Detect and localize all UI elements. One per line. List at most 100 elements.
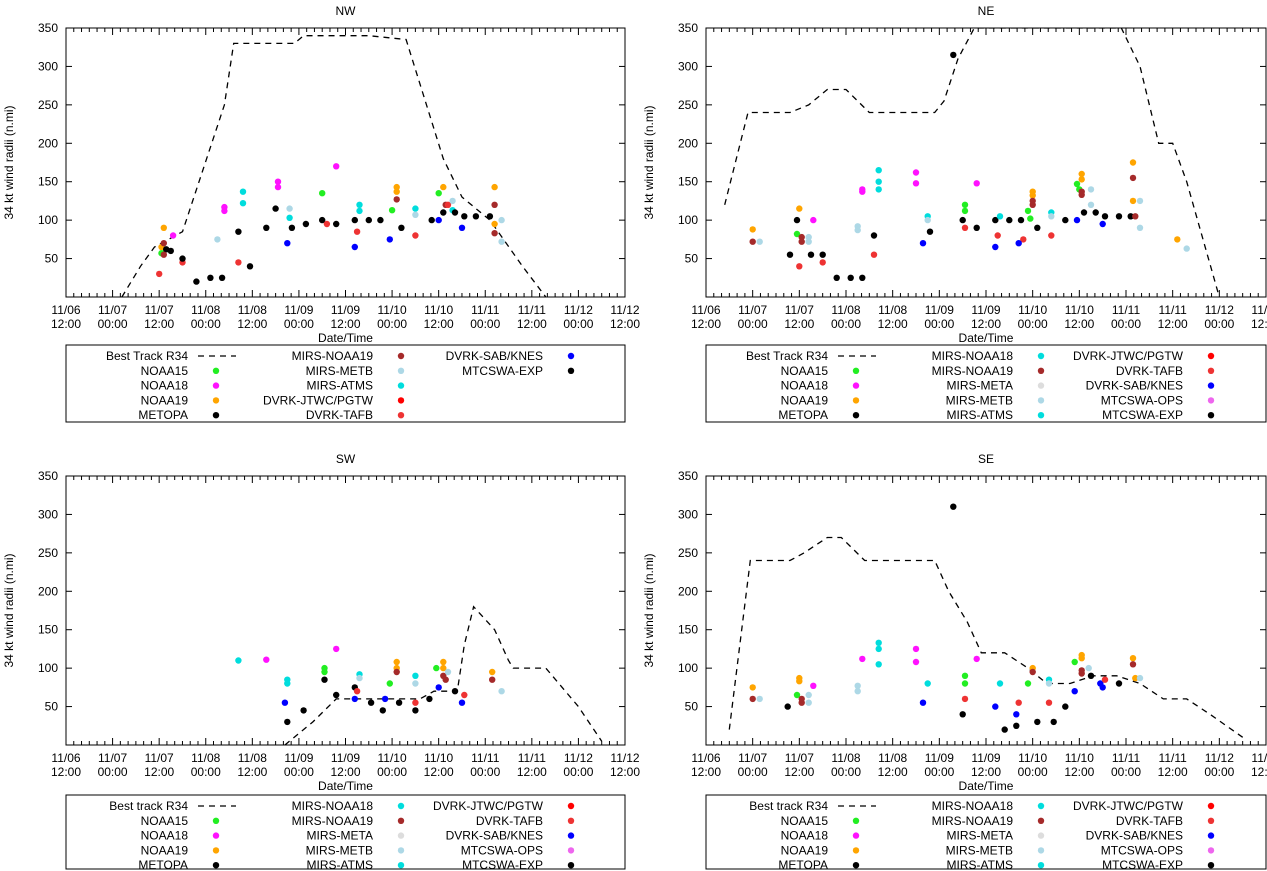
data-point [1132,213,1139,220]
legend-dot-marker [1207,802,1215,810]
data-point [239,200,247,207]
data-point [1087,186,1095,193]
data-point [284,718,291,726]
data-point [796,678,803,685]
x-tick-label-time: 00:00 [191,317,221,331]
x-tick-label-time: 12:00 [424,765,454,779]
data-point [486,213,494,220]
data-point [444,668,452,676]
data-point [218,274,226,281]
legend-label: MIRS-NOAA19 [292,814,374,828]
plot-frame [705,475,1267,746]
data-point [793,230,801,238]
x-tick-label: 11/09 [331,303,360,317]
x-tick-label-time: 00:00 [831,317,861,331]
data-point [286,214,293,221]
x-tick-label: 11/09 [971,751,1000,765]
data-point [381,695,389,703]
data-point [805,238,812,245]
data-point [1129,661,1137,668]
y-axis-label: 34 kt wind radii (n.mi) [642,553,656,667]
legend-dot-marker [1037,412,1045,419]
legend-label: NOAA18 [141,379,189,393]
data-point [1129,174,1137,182]
data-point [1013,711,1020,718]
data-point [875,661,882,668]
data-point [912,180,920,187]
data-point [274,178,282,185]
data-point [1015,699,1022,706]
legend-label: NOAA19 [781,393,829,407]
data-point [1127,213,1134,220]
data-point [353,688,361,695]
data-point [1129,159,1137,166]
data-point [950,503,957,510]
data-point [926,228,934,235]
legend-dot-marker [397,832,405,839]
data-point [854,226,861,234]
x-tick-label-time: 00:00 [738,317,768,331]
data-point [924,680,931,687]
x-tick-label-time: 00:00 [98,765,128,779]
legend-dot-marker [212,382,220,389]
data-point [386,236,393,243]
data-point [386,680,393,687]
plot-frame [65,27,626,298]
chart-panel-ne: NE 34 kt wind radii (n.mi) Date/Time 50 100 1… [642,4,1267,423]
data-point [798,699,805,706]
legend-dot-marker [1207,862,1215,869]
data-point [1085,664,1092,672]
x-tick-label: 11/12 [1251,751,1267,765]
x-tick-label-time: 12:00 [1158,317,1188,331]
data-point [461,213,468,220]
data-point [875,178,882,185]
x-tick-label-time: 00:00 [1111,317,1141,331]
legend-label: MTCSWA-OPS [461,843,543,857]
data-point [919,699,927,706]
legend-dot-marker [397,847,405,854]
data-point [235,228,242,235]
legend-label: Best Track R34 [746,349,828,363]
legend-label: DVRK-SAB/KNES [446,349,543,363]
data-point [286,205,293,212]
x-tick-label-time: 12:00 [610,317,640,331]
y-tick-label: 300 [38,59,58,73]
legend-label: MIRS-META [947,379,1013,393]
x-tick-label: 11/12 [610,751,639,765]
legend-label: Best track R34 [109,799,188,813]
data-point [875,167,882,174]
data-point [235,657,242,664]
data-point [756,238,763,245]
legend-dot-marker [397,352,405,360]
y-tick-label: 250 [678,546,698,560]
legend-label: Best Track R34 [106,349,188,363]
legend-dot-marker [397,817,405,824]
y-tick-label: 50 [45,700,59,714]
x-tick-label: 11/08 [831,751,860,765]
y-tick-label: 250 [38,98,58,112]
legend-dot-marker [852,847,860,854]
data-point [1001,726,1008,733]
x-tick-label-time: 12:00 [330,317,360,331]
data-point [1136,197,1144,205]
data-point [1136,674,1144,682]
data-point [1073,216,1081,224]
y-tick-label: 200 [38,584,58,598]
data-point [1027,215,1034,222]
data-point [961,224,969,231]
best-track-line [121,35,547,297]
data-point [472,213,480,220]
data-point [377,216,384,224]
data-point [193,278,200,285]
legend-dot-marker [1207,832,1215,839]
legend-dot-marker [1207,382,1215,389]
legend-label: MTCSWA-EXP [1102,408,1183,422]
data-point [798,238,805,245]
x-tick-label-time: 12:00 [144,317,174,331]
data-point [1034,718,1041,726]
legend-dot-marker [1207,352,1215,360]
data-point [426,695,433,703]
x-tick-label: 11/11 [518,751,547,765]
data-point [412,680,419,687]
